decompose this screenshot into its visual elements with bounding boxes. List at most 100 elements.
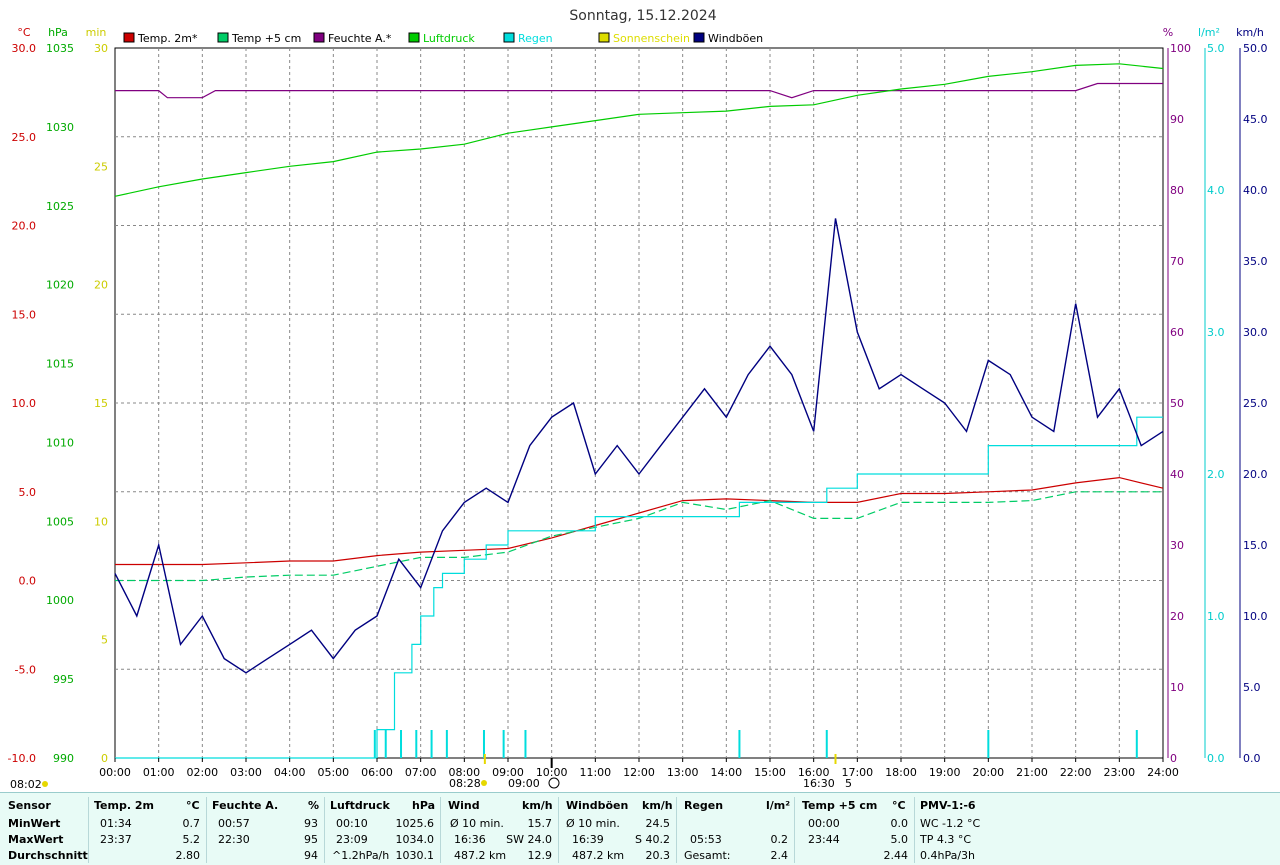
temp-axis-tick-label: 10.0	[12, 397, 37, 410]
stats-temp5cm-col: Temp +5 cm °C 00:00 0.0 23:44 5.0 2.44	[794, 797, 915, 863]
wind-axis-tick-label: 35.0	[1243, 255, 1268, 268]
stats-sensor-header: Sensor	[8, 799, 51, 812]
wind-axis-tick-label: 25.0	[1243, 397, 1268, 410]
pressure-axis-tick-label: 1005	[46, 515, 74, 528]
temp-axis-tick-label: 30.0	[12, 42, 37, 55]
sun-labels: 08:02 08:28 09:00 16:30 5	[10, 777, 852, 790]
rain-axis-tick-label: 1.0	[1207, 610, 1225, 623]
legend-swatch	[598, 32, 610, 43]
legend-label: Regen	[518, 32, 553, 45]
stats-humidity-header: Feuchte A.	[212, 799, 279, 812]
stats-value: 00:00	[808, 817, 840, 830]
stats-rain-col: Regen l/m² 05:53 0.2 Gesamt: 2.4	[676, 797, 795, 863]
stats-wind-col: Wind km/h Ø 10 min. 15.7 16:36 SW 24.0 4…	[440, 797, 559, 863]
legend-label: Feuchte A.*	[328, 32, 392, 45]
sun-axis-tick-label: 15	[94, 397, 108, 410]
temp-axis-tick-label: 20.0	[12, 220, 37, 233]
sunset-suffix-label: 5	[845, 777, 852, 790]
x-tick-label: 13:00	[667, 766, 699, 779]
stats-value: Ø 10 min.	[450, 817, 504, 830]
stats-value: 01:34	[100, 817, 132, 830]
stats-value: 2.44	[883, 849, 909, 862]
x-tick-label: 06:00	[361, 766, 393, 779]
x-tick-label: 19:00	[929, 766, 961, 779]
wind-axis-tick-label: 10.0	[1243, 610, 1268, 623]
legend-label: Luftdruck	[423, 32, 475, 45]
x-tick-label: 03:00	[230, 766, 262, 779]
stats-value: 2.4	[770, 849, 789, 862]
legend-swatch	[217, 32, 229, 43]
stats-temp2m-unit: °C	[186, 799, 200, 812]
wind-axis-tick-label: 30.0	[1243, 326, 1268, 339]
legend-swatch	[503, 32, 515, 43]
x-tick-label: 04:00	[274, 766, 306, 779]
stats-value: 15.7	[527, 817, 553, 830]
temp-axis-tick-label: -10.0	[8, 752, 36, 765]
pressure-axis-tick-label: 1030	[46, 121, 74, 134]
noon-label: 09:00	[508, 777, 540, 790]
stats-pmv-col: PMV-1:-6 WC -1.2 °C TP 4.3 °C 0.4hPa/3h	[914, 797, 1054, 863]
humidity-axis-tick-label: 0	[1170, 752, 1177, 765]
sunrise-label: 08:28	[449, 777, 481, 790]
stats-wind-header: Wind	[448, 799, 480, 812]
stats-humidity-col: Feuchte A. % 00:57 93 22:30 95 94	[206, 797, 325, 863]
stats-value: 0.4hPa/3h	[920, 849, 976, 862]
x-axis-labels: 00:00 01:00 02:00 03:00 04:00 05:00 06:00 07:00…	[99, 758, 1179, 779]
stats-value: 0.7	[182, 817, 201, 830]
legend-swatch	[313, 32, 325, 43]
legend-swatch	[123, 32, 135, 43]
wind-axis-tick-label: 5.0	[1243, 681, 1261, 694]
sun-bottom-left-label: 08:02	[10, 778, 42, 790]
stats-value: 00:10	[336, 817, 368, 830]
stats-pmv-header: PMV-1:-6	[920, 799, 976, 812]
statistics-panel: Sensor MinWert MaxWert Durchschnitt Temp…	[0, 792, 1280, 865]
stats-gusts-col: Windböen km/h Ø 10 min. 24.5 16:39 S 40.…	[558, 797, 677, 863]
x-tick-label: 12:00	[623, 766, 655, 779]
stats-value: 16:36	[454, 833, 486, 846]
x-tick-label: 11:00	[579, 766, 611, 779]
series-line-rain	[115, 416, 1163, 759]
stats-row-label: MinWert	[8, 817, 61, 830]
pressure-axis-tick-label: 1015	[46, 358, 74, 371]
stats-value: 05:53	[690, 833, 722, 846]
series-line-pressure	[114, 63, 1164, 197]
legend-swatch	[408, 32, 420, 43]
pressure-axis-tick-label: 1035	[46, 42, 74, 55]
stats-value: Gesamt:	[684, 849, 731, 862]
pressure-axis-unit-label: hPa	[48, 26, 68, 39]
temp-axis-tick-label: -5.0	[15, 663, 36, 676]
axes-layer: 30.025.020.015.010.05.00.0-5.0-10.0°C103…	[8, 26, 1268, 765]
stats-temp2m-header: Temp. 2m	[94, 799, 154, 812]
moon-icon	[548, 777, 560, 789]
rain-axis-tick-label: 5.0	[1207, 42, 1225, 55]
legend-swatch	[693, 32, 705, 43]
stats-value: S 40.2	[635, 833, 670, 846]
x-tick-label: 21:00	[1016, 766, 1048, 779]
humidity-axis-tick-label: 40	[1170, 468, 1184, 481]
x-tick-label: 14:00	[710, 766, 742, 779]
humidity-axis-tick-label: 60	[1170, 326, 1184, 339]
x-tick-label: 15:00	[754, 766, 786, 779]
stats-value: 23:09	[336, 833, 368, 846]
sun-icon	[481, 780, 487, 786]
x-tick-label: 18:00	[885, 766, 917, 779]
humidity-axis-tick-label: 90	[1170, 113, 1184, 126]
sun-icon	[42, 781, 48, 787]
sun-axis-tick-label: 20	[94, 279, 108, 292]
temp-axis-tick-label: 5.0	[19, 486, 37, 499]
stats-value: WC -1.2 °C	[920, 817, 981, 830]
stats-row-label: Durchschnitt	[8, 849, 88, 862]
stats-value: ^1.2hPa/h	[332, 849, 390, 862]
sun-axis-unit-label: min	[86, 26, 107, 39]
stats-value: 23:37	[100, 833, 132, 846]
series-line-temp2m	[115, 476, 1164, 566]
rain-axis-tick-label: 4.0	[1207, 184, 1225, 197]
stats-value: 94	[304, 849, 318, 862]
stats-temp2m-col: Temp. 2m °C 01:34 0.7 23:37 5.2 2.80	[88, 797, 207, 863]
stats-value: Ø 10 min.	[566, 817, 620, 830]
stats-value: 0.2	[770, 833, 789, 846]
legend-label: Temp. 2m*	[137, 32, 198, 45]
stats-value: 24.5	[645, 817, 671, 830]
sun-axis-tick-label: 30	[94, 42, 108, 55]
stats-humidity-unit: %	[308, 799, 320, 812]
